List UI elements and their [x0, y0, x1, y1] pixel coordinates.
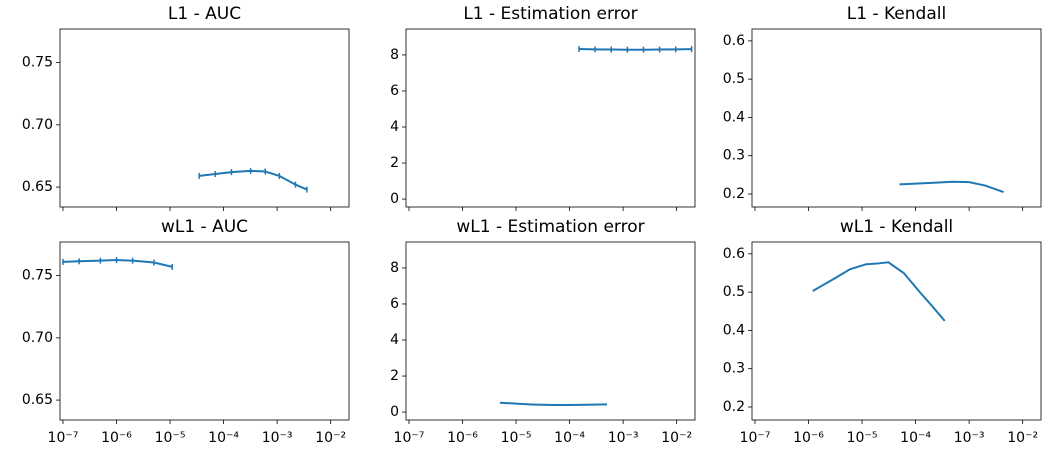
- y-tick-label: 0.5: [723, 284, 745, 300]
- x-tick-label: 10⁻⁷: [394, 430, 425, 446]
- x-tick-label: 10⁻⁷: [48, 430, 79, 446]
- y-tick-label: 0: [390, 191, 399, 207]
- data-line: [199, 169, 308, 191]
- y-tick-label: 0: [390, 404, 399, 420]
- y-tick-label: 0.4: [723, 109, 745, 125]
- y-tick-label: 0.65: [22, 179, 53, 195]
- y-tick-label: 6: [390, 296, 399, 312]
- x-tick-label: 10⁻²: [315, 430, 346, 446]
- y-tick-label: 0.6: [723, 33, 745, 49]
- plot-frame: [405, 28, 696, 208]
- x-tick-label: 10⁻⁵: [155, 430, 186, 446]
- y-tick-label: 2: [390, 368, 399, 384]
- x-tick-label: 10⁻⁶: [793, 430, 824, 446]
- plot-frame: [751, 28, 1042, 208]
- y-tick-label: 6: [390, 83, 399, 99]
- y-tick-label: 0.70: [22, 117, 53, 133]
- y-tick-label: 0.2: [723, 186, 745, 202]
- chart-title: wL1 - AUC: [161, 217, 248, 237]
- chart-title: wL1 - Estimation error: [456, 217, 644, 237]
- x-tick-label: 10⁻⁶: [447, 430, 478, 446]
- x-tick-label: 10⁻⁵: [847, 430, 878, 446]
- x-tick-label: 10⁻⁴: [900, 430, 931, 446]
- y-tick-label: 4: [390, 119, 399, 135]
- data-line: [899, 180, 1004, 194]
- y-tick-label: 8: [390, 260, 399, 276]
- chart-title: L1 - Kendall: [847, 4, 946, 24]
- x-tick-label: 10⁻²: [1007, 430, 1038, 446]
- y-tick-label: 0.5: [723, 71, 745, 87]
- x-tick-label: 10⁻³: [608, 430, 639, 446]
- plot-frame: [59, 241, 350, 421]
- x-tick-label: 10⁻³: [954, 430, 985, 446]
- y-tick-label: 0.3: [723, 148, 745, 164]
- chart-title: L1 - AUC: [168, 4, 241, 24]
- data-line: [812, 261, 946, 322]
- y-tick-label: 0.75: [22, 55, 53, 71]
- x-tick-label: 10⁻⁴: [554, 430, 585, 446]
- x-tick-label: 10⁻⁴: [208, 430, 239, 446]
- y-tick-label: 0.6: [723, 246, 745, 262]
- y-tick-label: 0.2: [723, 399, 745, 415]
- chart-title: wL1 - Kendall: [840, 217, 953, 237]
- y-tick-label: 0.75: [22, 268, 53, 284]
- plot-frame: [405, 241, 696, 421]
- y-tick-label: 0.3: [723, 361, 745, 377]
- x-tick-label: 10⁻³: [262, 430, 293, 446]
- x-tick-label: 10⁻⁶: [101, 430, 132, 446]
- y-tick-label: 2: [390, 155, 399, 171]
- data-line: [499, 401, 608, 407]
- chart-title: L1 - Estimation error: [463, 4, 637, 24]
- y-tick-label: 8: [390, 47, 399, 63]
- y-tick-label: 4: [390, 332, 399, 348]
- data-line: [578, 48, 692, 51]
- y-tick-label: 0.70: [22, 330, 53, 346]
- plot-frame: [59, 28, 350, 208]
- y-tick-label: 0.65: [22, 392, 53, 408]
- y-tick-label: 0.4: [723, 322, 745, 338]
- x-tick-label: 10⁻⁵: [501, 430, 532, 446]
- x-tick-label: 10⁻²: [661, 430, 692, 446]
- plot-frame: [751, 241, 1042, 421]
- x-tick-label: 10⁻⁷: [740, 430, 771, 446]
